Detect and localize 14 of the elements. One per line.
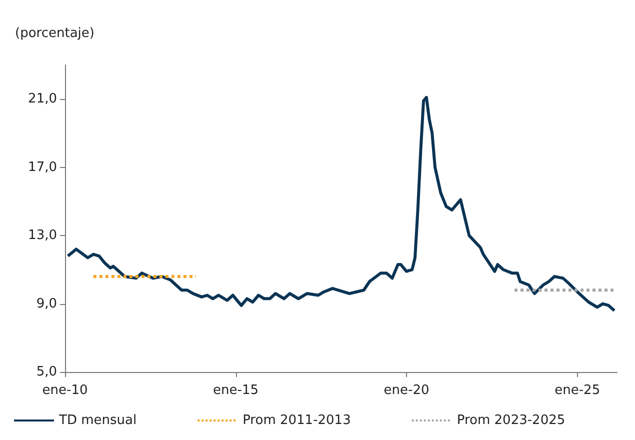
x-tick-label: ene-20 [384, 383, 430, 398]
y-tick-label: 21,0 [28, 92, 57, 107]
line-series [66, 96, 616, 312]
legend-label: Prom 2023-2025 [456, 413, 566, 428]
y-tick-label: 17,0 [28, 160, 57, 175]
y-tick-label: 9,0 [36, 296, 57, 312]
x-tick-label: ene-10 [42, 383, 88, 398]
y-axis-title: (porcentaje) [15, 26, 94, 41]
legend-label: Prom 2011-2013 [242, 413, 351, 428]
x-tick-label: ene-15 [213, 383, 258, 398]
y-tick-label: 13,0 [28, 228, 57, 244]
x-tick-label: ene-25 [554, 383, 600, 398]
legend-label: TD mensual [58, 413, 137, 428]
y-tick-label: 5,0 [36, 364, 57, 380]
